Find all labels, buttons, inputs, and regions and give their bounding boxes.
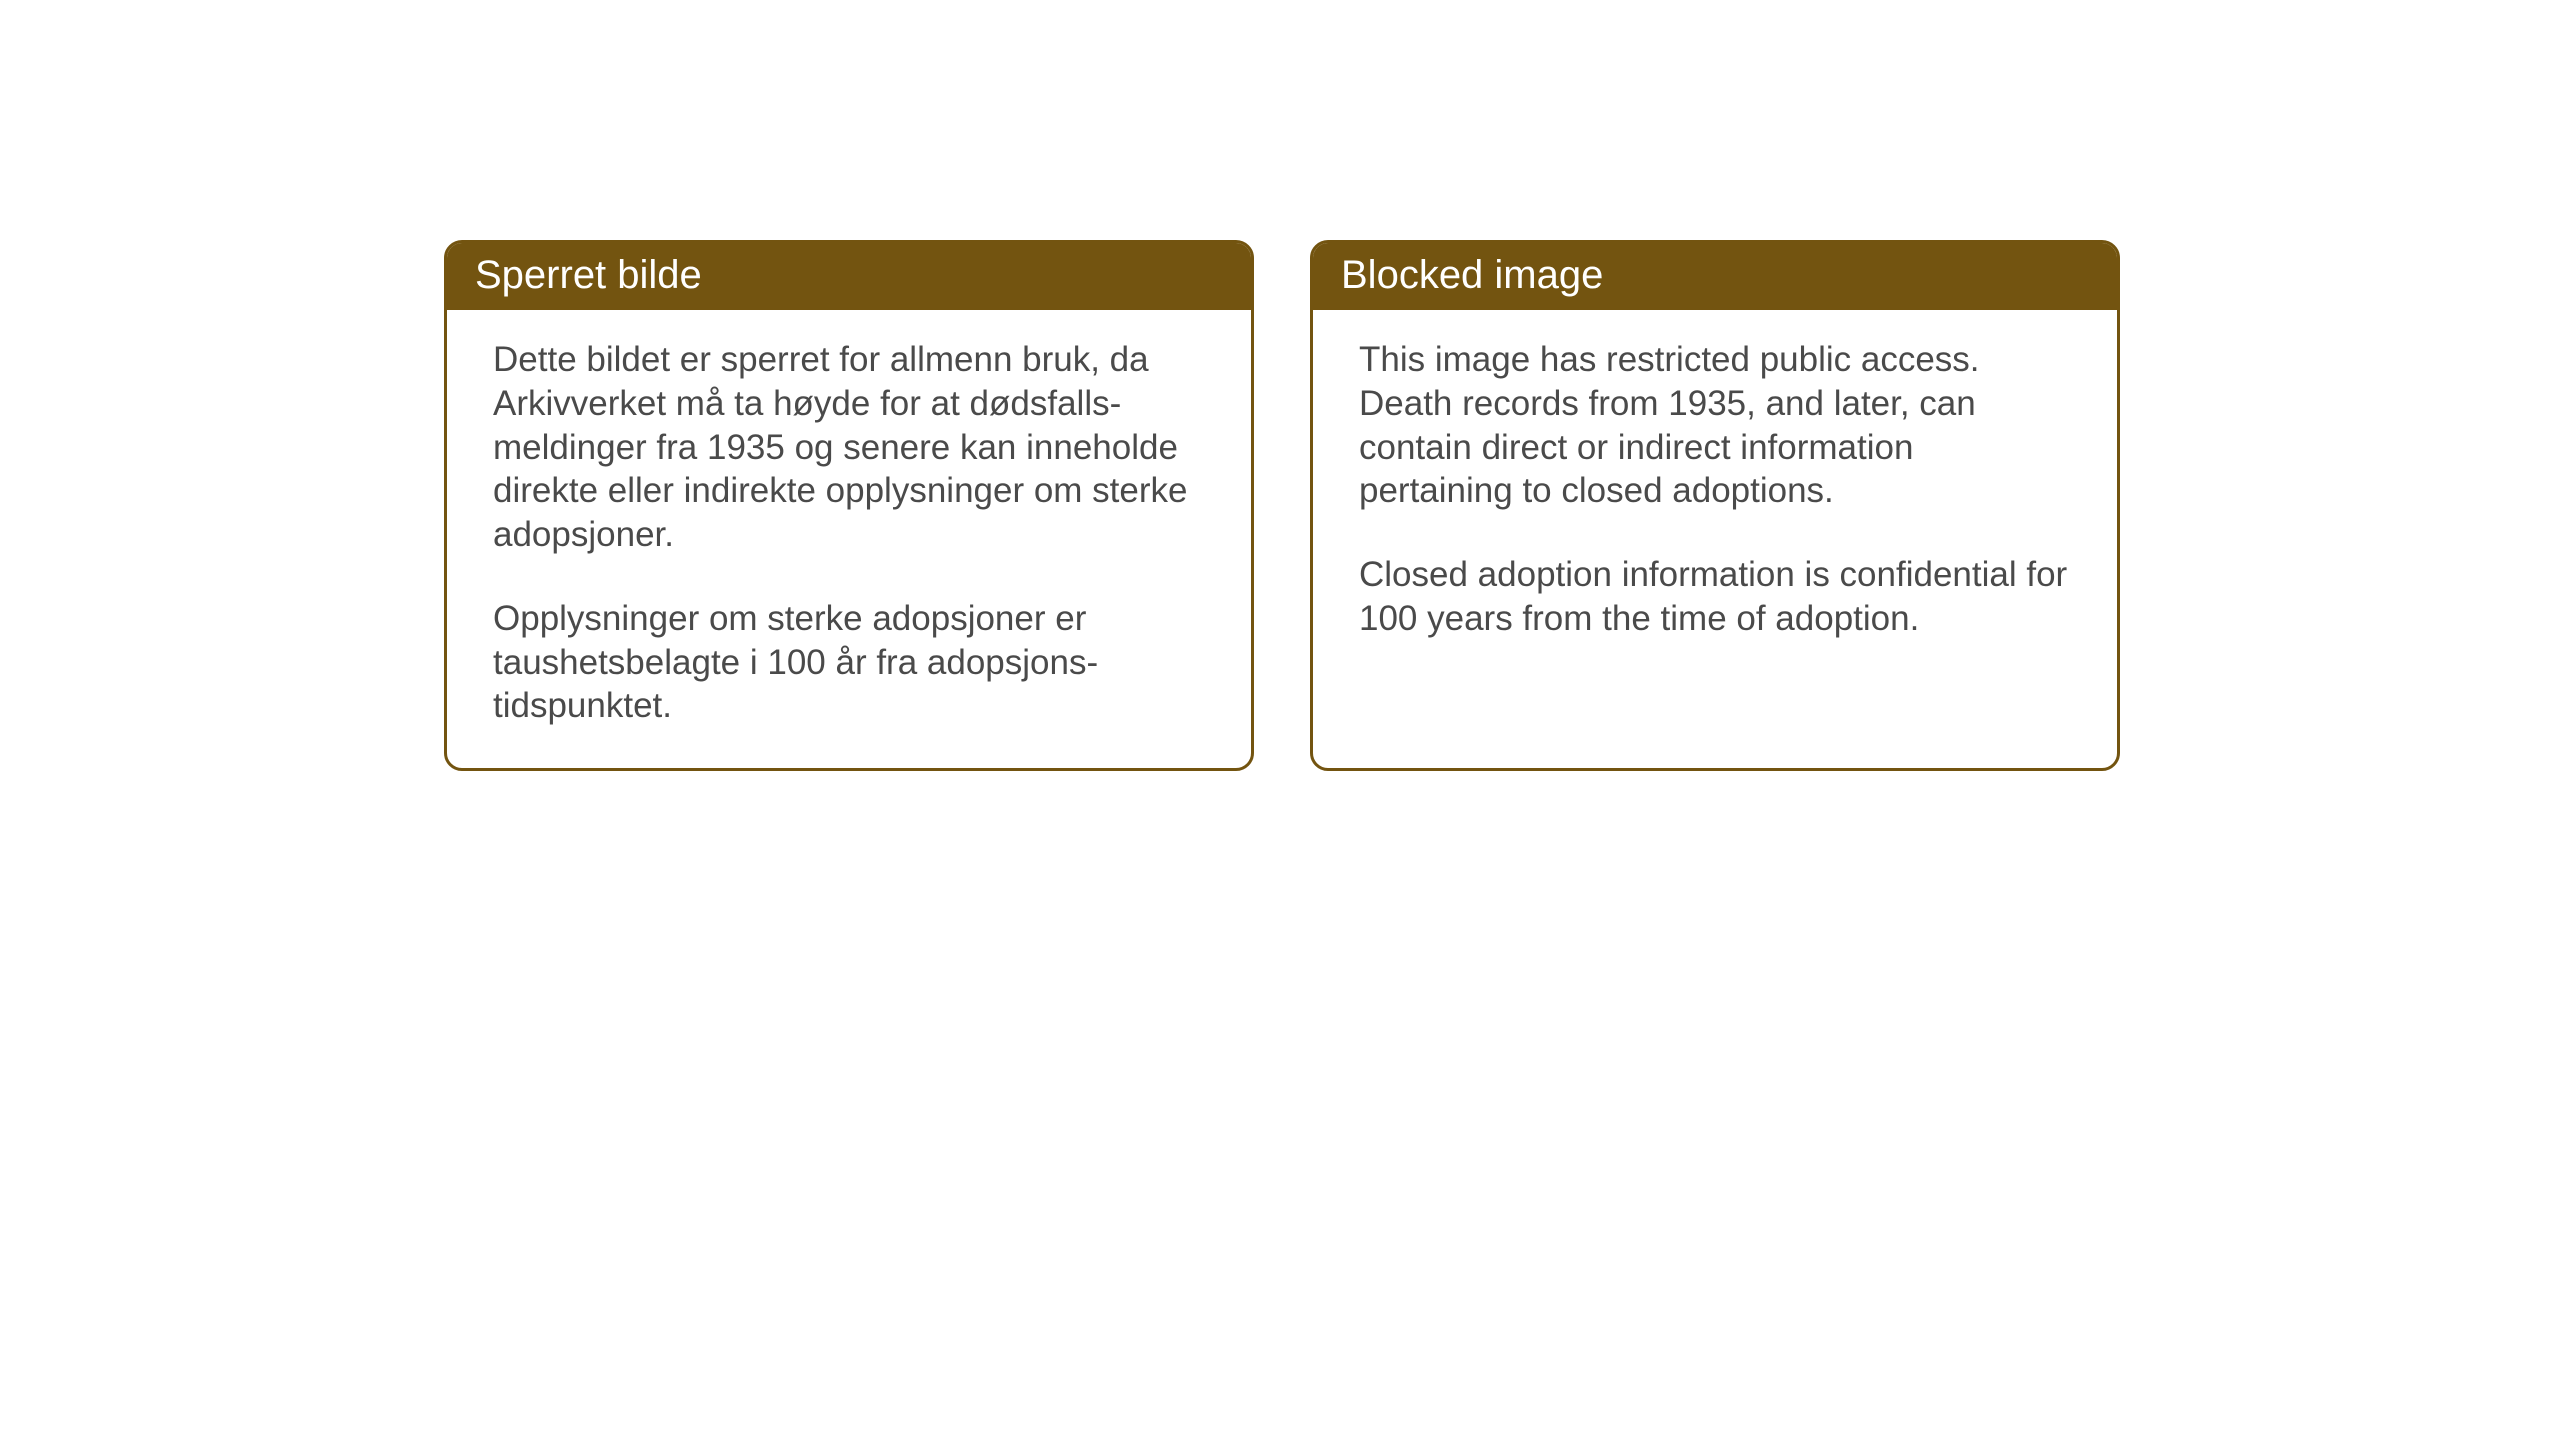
notice-body-norwegian: Dette bildet er sperret for allmenn bruk… <box>447 310 1251 768</box>
notice-body-english: This image has restricted public access.… <box>1313 310 2117 720</box>
notice-paragraph-2-norwegian: Opplysninger om sterke adopsjoner er tau… <box>493 597 1205 728</box>
notice-card-english: Blocked image This image has restricted … <box>1310 240 2120 771</box>
notice-paragraph-1-english: This image has restricted public access.… <box>1359 338 2071 513</box>
notice-header-norwegian: Sperret bilde <box>447 243 1251 310</box>
notice-paragraph-2-english: Closed adoption information is confident… <box>1359 553 2071 641</box>
notice-paragraph-1-norwegian: Dette bildet er sperret for allmenn bruk… <box>493 338 1205 557</box>
notice-header-english: Blocked image <box>1313 243 2117 310</box>
notice-title-norwegian: Sperret bilde <box>475 253 702 297</box>
notice-card-norwegian: Sperret bilde Dette bildet er sperret fo… <box>444 240 1254 771</box>
notice-title-english: Blocked image <box>1341 253 1603 297</box>
notice-container: Sperret bilde Dette bildet er sperret fo… <box>444 240 2120 771</box>
